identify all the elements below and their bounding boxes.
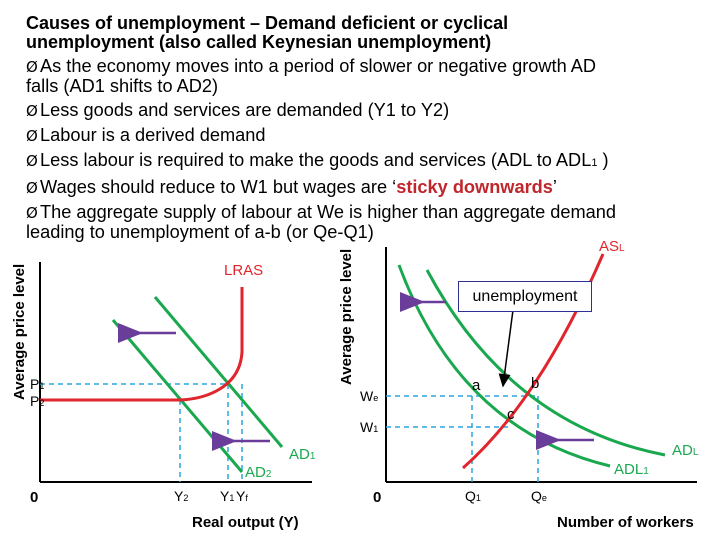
qe-label: Qe	[531, 488, 547, 504]
y2-label: Y2	[174, 488, 188, 504]
bullet-1-text-line-1: As the economy moves into a period of sl…	[40, 56, 597, 76]
title-line-2: unemployment (also called Keynesian unem…	[26, 32, 492, 52]
bullet-1-cont: falls (AD1 shifts to AD2)	[26, 76, 219, 96]
right-x-axis-label: Number of workers	[557, 514, 694, 531]
title-line-1: Causes of unemployment – Demand deficien…	[26, 13, 509, 33]
left-origin: 0	[30, 489, 38, 506]
bullet-5-text: Wages should reduce to W1 but wages are …	[40, 177, 397, 197]
bullet-arrow-icon: Ø	[26, 152, 38, 170]
bullet-arrow-icon: Ø	[26, 127, 38, 145]
slide-title: Causes of unemployment – Demand deficien…	[26, 14, 706, 52]
bullet-6-cont: leading to unemployment of a-b (or Qe-Q1…	[26, 222, 374, 242]
bullet-3: Ø Labour is a derived demand	[26, 123, 706, 148]
bullet-4-text: Less labour is required to make the good…	[40, 150, 592, 170]
point-c-label: c	[507, 406, 515, 423]
bullet-4: Ø Less labour is required to make the goo…	[26, 148, 706, 175]
adl-label: ADL	[672, 442, 699, 459]
bullet-3-text: Labour is a derived demand	[40, 125, 266, 145]
right-y-axis-label: Average price level	[338, 249, 355, 385]
explanation-text: Causes of unemployment – Demand deficien…	[26, 14, 706, 244]
bullet-arrow-icon: Ø	[26, 204, 38, 222]
p1-label: P1	[30, 376, 44, 392]
point-b-label: b	[531, 375, 539, 392]
point-a-label: a	[472, 377, 481, 394]
bullet-4-subscript: 1	[591, 157, 598, 169]
p2-label: P2	[30, 393, 44, 409]
ad2-label: AD2	[245, 464, 272, 481]
ad1-curve	[153, 296, 284, 448]
w1-label: W1	[360, 419, 378, 435]
ad1-label: AD1	[289, 446, 316, 463]
lras-curve	[40, 287, 244, 402]
sticky-downwards-emphasis: sticky downwards	[396, 177, 553, 197]
unemployment-callout: unemployment	[458, 281, 592, 312]
bullet-arrow-icon: Ø	[26, 102, 38, 120]
asl-label: ASL	[599, 238, 625, 255]
bullet-2-text: Less goods and services are demanded (Y1…	[40, 100, 450, 120]
left-diagram: Average price level Real output (Y) 0 LR…	[11, 262, 316, 531]
bullet-arrow-icon: Ø	[26, 179, 38, 197]
bullet-1: Ø As the economy moves into a period of s…	[26, 54, 706, 79]
callout-pointer	[498, 309, 514, 388]
ad2-curve	[111, 319, 244, 473]
bullet-2: Ø Less goods and services are demanded (Y…	[26, 98, 706, 123]
bullet-6: Ø The aggregate supply of labour at We is…	[26, 200, 706, 225]
bullet-arrow-icon: Ø	[26, 58, 38, 76]
bullet-6-text-line-1: The aggregate supply of labour at We is …	[40, 202, 616, 222]
y1-label: Y1	[220, 488, 234, 504]
yf-label: Yf	[236, 488, 248, 504]
q1-label: Q1	[465, 488, 481, 504]
we-label: We	[360, 388, 378, 404]
lras-label: LRAS	[224, 262, 263, 279]
bullet-5-end: ’	[552, 177, 557, 197]
left-y-axis-label: Average price level	[11, 264, 28, 400]
right-diagram: Average price level Number of workers 0 …	[338, 238, 699, 531]
right-origin: 0	[373, 489, 381, 506]
left-x-axis-label: Real output (Y)	[192, 514, 299, 531]
adl1-label: ADL1	[614, 461, 649, 478]
bullet-5: Ø Wages should reduce to W1 but wages are…	[26, 175, 706, 200]
bullet-4-end: )	[597, 150, 609, 170]
